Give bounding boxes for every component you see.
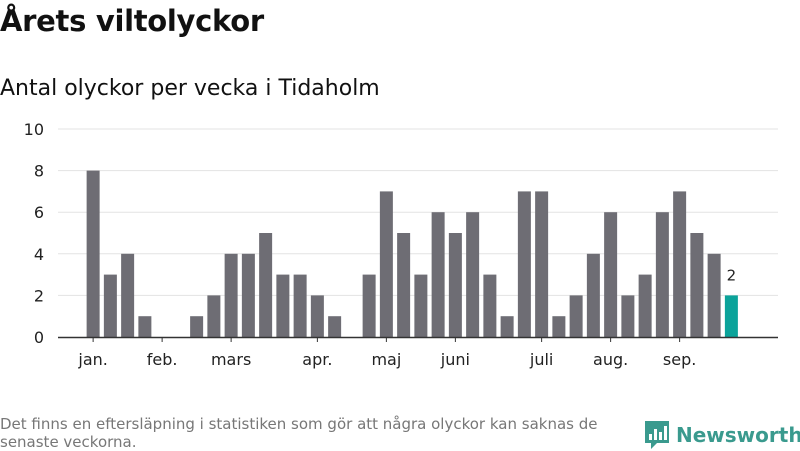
y-tick-label: 6 (34, 203, 44, 222)
x-tick-label: maj (371, 350, 401, 369)
bar (621, 295, 635, 337)
bar (466, 212, 480, 337)
bar (673, 191, 687, 337)
bar (241, 253, 255, 337)
bar (103, 274, 117, 337)
bar-chart: 0 2 4 6 8 10 2 jan. feb. mars apr. maj juni juli aug. s… (24, 120, 778, 369)
y-tick-label: 2 (34, 286, 44, 305)
bar (586, 253, 600, 337)
bar (190, 316, 204, 337)
bar (707, 253, 721, 337)
bar (431, 212, 445, 337)
bar (690, 233, 704, 337)
brand-logo[interactable]: Newsworthy (644, 420, 800, 450)
bar (362, 274, 376, 337)
bar (207, 295, 221, 337)
bar (397, 233, 411, 337)
x-tick-label: apr. (302, 350, 332, 369)
data-label: 2 (727, 266, 737, 284)
x-tick-label: mars (211, 350, 251, 369)
x-tick-label: aug. (593, 350, 628, 369)
bar (483, 274, 497, 337)
bar (569, 295, 583, 337)
bar (535, 191, 549, 337)
footnote: Det finns en eftersläpning i statistiken… (0, 415, 598, 451)
bar (138, 316, 152, 337)
x-tick-label: feb. (147, 350, 178, 369)
bar (328, 316, 342, 337)
y-tick-label: 8 (34, 162, 44, 181)
chart-title: Årets viltolyckor (0, 4, 264, 38)
bar (517, 191, 531, 337)
bar (224, 253, 238, 337)
bar (121, 253, 135, 337)
y-tick-label: 4 (34, 245, 44, 264)
bar (310, 295, 324, 337)
x-tick-label: sep. (663, 350, 696, 369)
y-tick-label: 0 (34, 328, 44, 347)
bar (86, 170, 100, 337)
bar-highlight (724, 295, 738, 337)
bar (414, 274, 428, 337)
bar (379, 191, 393, 337)
bar (655, 212, 669, 337)
chat-bar-chart-icon (645, 421, 669, 449)
x-tick-label: juli (529, 350, 553, 369)
bar (552, 316, 566, 337)
bar (293, 274, 307, 337)
bar (604, 212, 618, 337)
bar (448, 233, 462, 337)
bar (500, 316, 514, 337)
bar (276, 274, 290, 337)
x-tick-label: jan. (77, 350, 107, 369)
y-tick-label: 10 (24, 120, 44, 139)
bar (259, 233, 273, 337)
bar (638, 274, 652, 337)
x-tick-label: juni (440, 350, 470, 369)
brand-name: Newsworthy (676, 423, 800, 447)
chart-subtitle: Antal olyckor per vecka i Tidaholm (0, 76, 380, 101)
